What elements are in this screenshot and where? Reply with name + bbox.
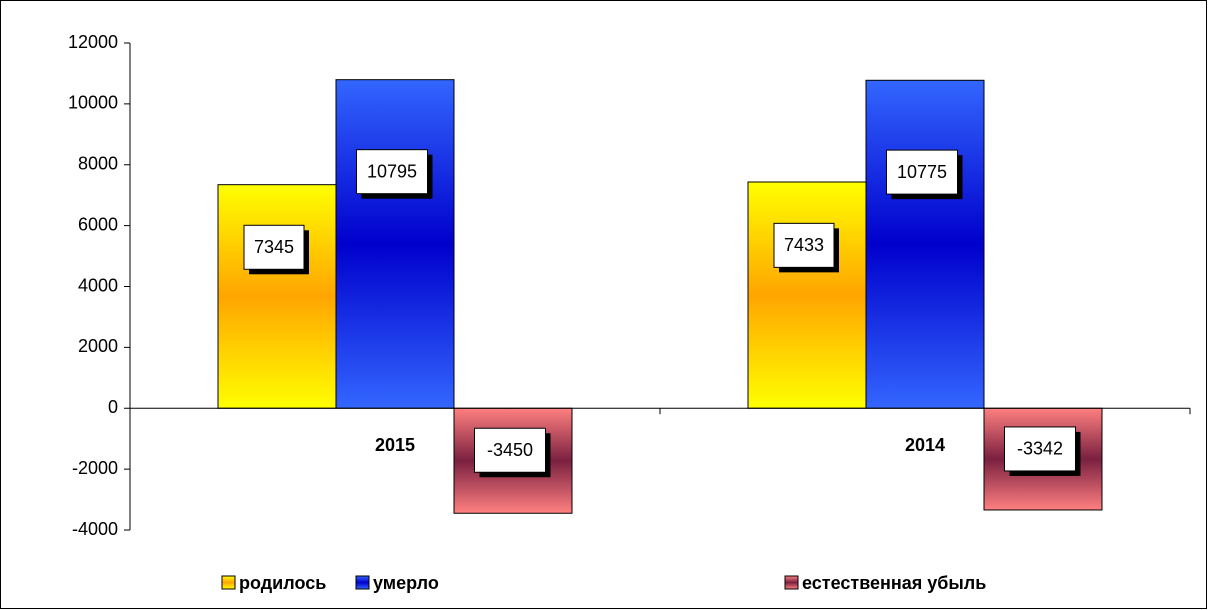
bar <box>865 79 985 409</box>
data-label: 7433 <box>784 235 824 255</box>
legend-label: естественная убыль <box>802 573 986 593</box>
y-tick-label: 6000 <box>78 214 118 234</box>
data-label: -3342 <box>1017 439 1063 459</box>
legend-label: родилось <box>239 573 326 593</box>
x-tick-label: 2014 <box>905 435 945 455</box>
label-box <box>243 224 305 270</box>
legend-label: умерло <box>373 573 439 593</box>
data-label: 10795 <box>367 161 417 181</box>
legend-swatch <box>221 575 236 590</box>
data-label: 7345 <box>254 237 294 257</box>
y-tick-label: 0 <box>108 397 118 417</box>
y-tick-label: 12000 <box>68 32 118 52</box>
label-box <box>474 427 546 473</box>
bar <box>747 181 867 409</box>
label-box <box>1004 426 1076 472</box>
bar <box>217 184 337 409</box>
label-box <box>773 222 835 268</box>
label-box <box>356 149 428 195</box>
y-tick-label: 2000 <box>78 336 118 356</box>
legend-swatch <box>784 575 799 590</box>
y-tick-label: 4000 <box>78 275 118 295</box>
y-tick-label: -2000 <box>72 458 118 478</box>
data-label: -3450 <box>487 440 533 460</box>
legend-swatch <box>355 575 370 590</box>
data-label: 10775 <box>897 162 947 182</box>
bar <box>335 79 455 409</box>
y-tick-label: 10000 <box>68 93 118 113</box>
y-tick-label: -4000 <box>72 519 118 539</box>
x-tick-label: 2015 <box>375 435 415 455</box>
y-tick-label: 8000 <box>78 154 118 174</box>
label-box <box>886 149 958 195</box>
